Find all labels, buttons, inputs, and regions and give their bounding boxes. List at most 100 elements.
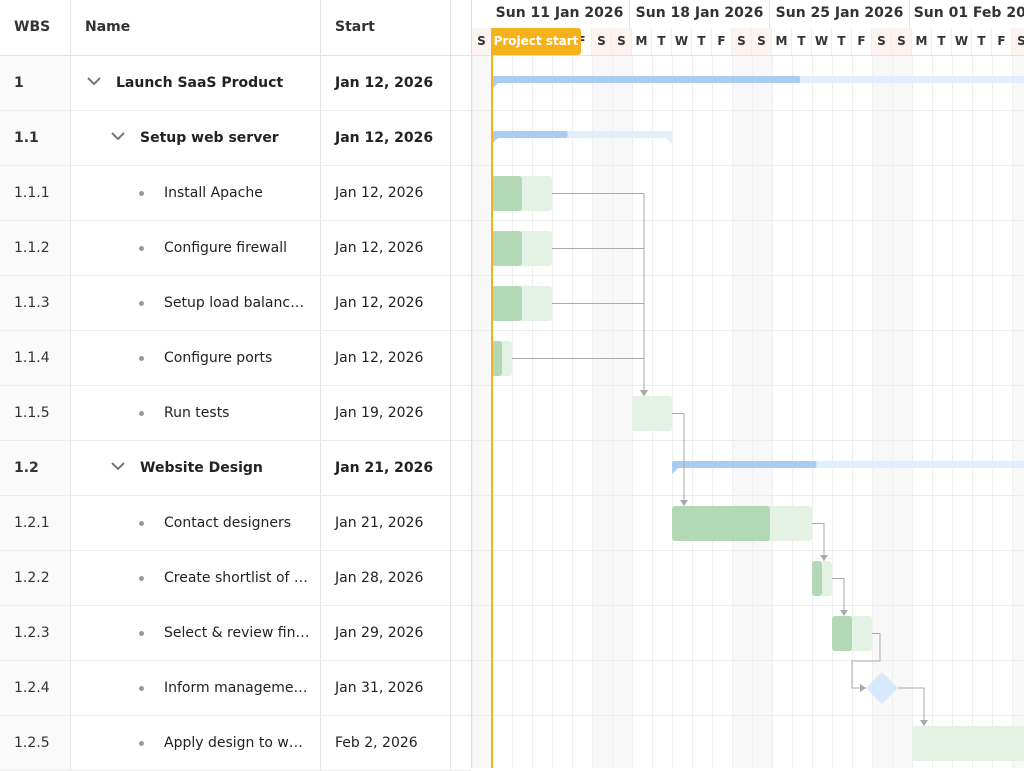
dependency-arrowhead [680, 500, 688, 506]
summary-bar-cap[interactable] [492, 83, 498, 89]
name-cell[interactable]: Install Apache [71, 166, 321, 220]
day-header: M [912, 28, 932, 55]
table-row[interactable]: 1.1 Setup web server Jan 12, 2026 [0, 111, 471, 166]
name-cell[interactable]: Create shortlist of t… [71, 551, 321, 605]
task-bar-progress[interactable] [492, 341, 502, 376]
task-grid: WBS Name Start 1 Launch SaaS Product Jan 1… [0, 0, 472, 771]
column-header-name[interactable]: Name [71, 0, 321, 55]
bullet-icon [139, 631, 144, 636]
day-header: T [792, 28, 812, 55]
start-date-cell[interactable]: Jan 12, 2026 [321, 166, 451, 220]
start-date-cell[interactable]: Jan 12, 2026 [321, 221, 451, 275]
day-header: T [832, 28, 852, 55]
weekend-shade [892, 56, 912, 768]
summary-bar-progress[interactable] [672, 461, 817, 468]
name-cell[interactable]: Configure ports [71, 331, 321, 385]
start-date-cell[interactable]: Jan 31, 2026 [321, 661, 451, 715]
table-row[interactable]: 1.2.1 Contact designers Jan 21, 2026 [0, 496, 471, 551]
day-header: S [612, 28, 632, 55]
task-name: Install Apache [164, 185, 263, 201]
project-start-marker-label[interactable]: Project start [491, 28, 581, 55]
wbs-cell: 1.1.3 [0, 276, 71, 330]
table-row[interactable]: 1 Launch SaaS Product Jan 12, 2026 [0, 56, 471, 111]
week-header: Sun 25 Jan 2026 [770, 0, 910, 28]
name-cell[interactable]: Select & review fin… [71, 606, 321, 660]
start-date-cell[interactable]: Jan 12, 2026 [321, 276, 451, 330]
summary-bar-cap[interactable] [492, 138, 498, 144]
table-row[interactable]: 1.1.5 Run tests Jan 19, 2026 [0, 386, 471, 441]
table-row[interactable]: 1.1.1 Install Apache Jan 12, 2026 [0, 166, 471, 221]
weekend-shade [732, 56, 752, 768]
table-row[interactable]: 1.2.3 Select & review fin… Jan 29, 2026 [0, 606, 471, 661]
start-date-cell[interactable]: Jan 12, 2026 [321, 111, 451, 165]
name-cell[interactable]: Configure firewall [71, 221, 321, 275]
start-date-cell[interactable]: Jan 19, 2026 [321, 386, 451, 440]
summary-bar-cap[interactable] [672, 468, 678, 474]
task-bar-progress[interactable] [492, 176, 522, 211]
grid-header: WBS Name Start [0, 0, 471, 56]
task-bar-progress[interactable] [832, 616, 852, 651]
table-row[interactable]: 1.1.2 Configure firewall Jan 12, 2026 [0, 221, 471, 276]
wbs-cell: 1.1.5 [0, 386, 71, 440]
weekend-shade [872, 56, 892, 768]
name-cell[interactable]: Apply design to we… [71, 716, 321, 770]
weekend-shade [752, 56, 772, 768]
chevron-down-icon[interactable] [111, 462, 125, 471]
start-date-cell[interactable]: Jan 21, 2026 [321, 496, 451, 550]
day-header: T [692, 28, 712, 55]
table-row[interactable]: 1.2.2 Create shortlist of t… Jan 28, 2026 [0, 551, 471, 606]
task-bar-progress[interactable] [492, 286, 522, 321]
week-header: Sun 18 Jan 2026 [630, 0, 770, 28]
day-header: S [732, 28, 752, 55]
day-header: F [572, 28, 592, 55]
name-cell[interactable]: Setup load balanc… [71, 276, 321, 330]
name-cell[interactable]: Launch SaaS Product [71, 56, 321, 110]
start-date-cell[interactable]: Jan 21, 2026 [321, 441, 451, 495]
start-date-cell[interactable]: Feb 2, 2026 [321, 716, 451, 770]
task-name: Setup web server [140, 130, 279, 146]
table-row[interactable]: 1.2.4 Inform manageme… Jan 31, 2026 [0, 661, 471, 716]
wbs-cell: 1.2.5 [0, 716, 71, 770]
day-header: T [972, 28, 992, 55]
name-cell[interactable]: Inform manageme… [71, 661, 321, 715]
task-bar[interactable] [632, 396, 672, 431]
name-cell[interactable]: Run tests [71, 386, 321, 440]
name-cell[interactable]: Website Design [71, 441, 321, 495]
weekend-shade [1012, 56, 1024, 768]
table-row[interactable]: 1.2 Website Design Jan 21, 2026 [0, 441, 471, 496]
task-bar[interactable] [912, 726, 1024, 761]
wbs-cell: 1.2.2 [0, 551, 71, 605]
milestone-diamond[interactable] [866, 672, 898, 704]
task-name: Launch SaaS Product [116, 75, 284, 91]
summary-bar-progress[interactable] [492, 76, 800, 83]
task-bar-progress[interactable] [672, 506, 770, 541]
wbs-cell: 1.2.3 [0, 606, 71, 660]
table-row[interactable]: 1.1.4 Configure ports Jan 12, 2026 [0, 331, 471, 386]
task-bar-progress[interactable] [492, 231, 522, 266]
column-header-start[interactable]: Start [321, 0, 451, 55]
table-row[interactable]: 1.2.5 Apply design to we… Feb 2, 2026 [0, 716, 471, 771]
task-name: Select & review fin… [164, 625, 310, 641]
wbs-cell: 1.1.4 [0, 331, 71, 385]
day-header: F [712, 28, 732, 55]
task-name: Inform manageme… [164, 680, 308, 696]
dependency-arrowhead [860, 684, 866, 692]
day-header: S [872, 28, 892, 55]
name-cell[interactable]: Contact designers [71, 496, 321, 550]
summary-bar-cap[interactable] [666, 138, 672, 144]
column-header-wbs[interactable]: WBS [0, 0, 71, 55]
chevron-down-icon[interactable] [111, 132, 125, 141]
summary-bar-progress[interactable] [492, 131, 568, 138]
dependency-arrowhead [920, 720, 928, 726]
table-row[interactable]: 1.1.3 Setup load balanc… Jan 12, 2026 [0, 276, 471, 331]
chevron-down-icon[interactable] [87, 77, 101, 86]
dependency-line [512, 358, 645, 396]
start-date-cell[interactable]: Jan 28, 2026 [321, 551, 451, 605]
start-date-cell[interactable]: Jan 12, 2026 [321, 331, 451, 385]
task-bar-progress[interactable] [812, 561, 822, 596]
day-header: S [752, 28, 772, 55]
start-date-cell[interactable]: Jan 29, 2026 [321, 606, 451, 660]
day-header: M [632, 28, 652, 55]
start-date-cell[interactable]: Jan 12, 2026 [321, 56, 451, 110]
name-cell[interactable]: Setup web server [71, 111, 321, 165]
